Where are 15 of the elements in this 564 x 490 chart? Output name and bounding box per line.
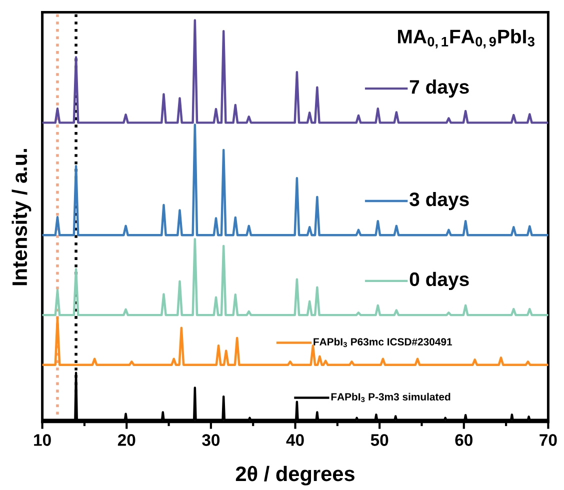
legend-label: 3 days	[410, 192, 469, 210]
y-axis-title: Intensity / a.u.	[12, 149, 32, 286]
x-tick-label: 10	[34, 434, 51, 446]
x-tick-label: 40	[286, 434, 304, 446]
x-axis-title: 2θ / degrees	[236, 466, 354, 486]
chart-title: MA$_{0,1}$FA$_{0,9}$PbI$_{3}$	[398, 29, 534, 48]
legend-label: 7 days	[410, 79, 469, 98]
x-tick-label: 30	[202, 434, 220, 446]
x-tick-label: 70	[540, 434, 557, 446]
x-tick-label: 20	[118, 434, 136, 446]
legend-label: 0 days	[410, 272, 469, 290]
legend-label: FAPbI$_{3}$ P-3m3 simulated	[331, 392, 450, 402]
x-tick-label: 50	[370, 434, 388, 446]
x-tick-label: 60	[455, 434, 472, 446]
legend-label: FAPbI$_{3}$ P63mc ICSD#230491	[314, 338, 452, 348]
